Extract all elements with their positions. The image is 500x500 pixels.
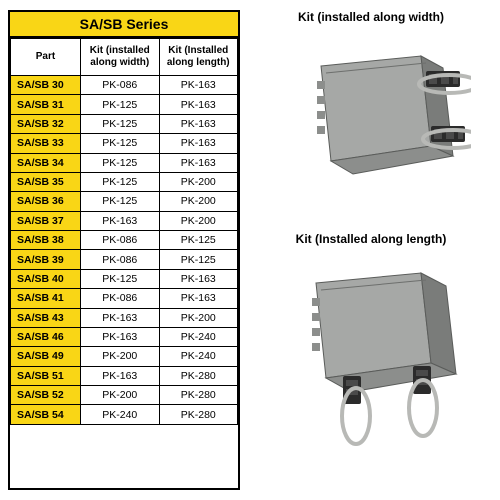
table-row: SA/SB 32PK-125PK-163 [11, 114, 238, 133]
width-kit-cell: PK-163 [81, 366, 160, 385]
length-kit-cell: PK-240 [159, 347, 238, 366]
length-kit-cell: PK-280 [159, 386, 238, 405]
table-row: SA/SB 39PK-086PK-125 [11, 250, 238, 269]
illustration-column: Kit (installed along width) [250, 10, 492, 490]
part-cell: SA/SB 35 [11, 172, 81, 191]
width-kit-cell: PK-086 [81, 289, 160, 308]
width-kit-illustration [250, 26, 492, 226]
length-kit-cell: PK-200 [159, 172, 238, 191]
col-length-kit: Kit (Installed along length) [159, 39, 238, 76]
width-kit-label: Kit (installed along width) [250, 10, 492, 24]
part-cell: SA/SB 31 [11, 95, 81, 114]
table-row: SA/SB 51PK-163PK-280 [11, 366, 238, 385]
width-kit-cell: PK-163 [81, 327, 160, 346]
width-kit-section: Kit (installed along width) [250, 10, 492, 226]
kit-table: Part Kit (installed along width) Kit (In… [10, 38, 238, 425]
part-cell: SA/SB 37 [11, 211, 81, 230]
length-kit-cell: PK-200 [159, 192, 238, 211]
table-row: SA/SB 34PK-125PK-163 [11, 153, 238, 172]
length-kit-cell: PK-125 [159, 231, 238, 250]
length-kit-cell: PK-163 [159, 269, 238, 288]
table-row: SA/SB 41PK-086PK-163 [11, 289, 238, 308]
table-row: SA/SB 46PK-163PK-240 [11, 327, 238, 346]
width-kit-cell: PK-086 [81, 76, 160, 95]
series-table-container: SA/SB Series Part Kit (installed along w… [8, 10, 240, 490]
part-cell: SA/SB 52 [11, 386, 81, 405]
width-kit-cell: PK-240 [81, 405, 160, 424]
width-kit-cell: PK-125 [81, 172, 160, 191]
part-cell: SA/SB 30 [11, 76, 81, 95]
part-cell: SA/SB 49 [11, 347, 81, 366]
length-kit-cell: PK-163 [159, 114, 238, 133]
length-kit-cell: PK-163 [159, 95, 238, 114]
part-cell: SA/SB 40 [11, 269, 81, 288]
series-title: SA/SB Series [10, 12, 238, 38]
part-cell: SA/SB 36 [11, 192, 81, 211]
length-kit-cell: PK-200 [159, 211, 238, 230]
part-cell: SA/SB 41 [11, 289, 81, 308]
width-kit-cell: PK-125 [81, 134, 160, 153]
length-kit-cell: PK-280 [159, 405, 238, 424]
part-cell: SA/SB 33 [11, 134, 81, 153]
length-kit-section: Kit (Installed along length) [250, 232, 492, 448]
table-row: SA/SB 36PK-125PK-200 [11, 192, 238, 211]
col-part: Part [11, 39, 81, 76]
part-cell: SA/SB 43 [11, 308, 81, 327]
part-cell: SA/SB 32 [11, 114, 81, 133]
part-cell: SA/SB 54 [11, 405, 81, 424]
table-row: SA/SB 37PK-163PK-200 [11, 211, 238, 230]
width-kit-cell: PK-086 [81, 250, 160, 269]
length-kit-cell: PK-163 [159, 76, 238, 95]
length-kit-cell: PK-163 [159, 153, 238, 172]
part-cell: SA/SB 38 [11, 231, 81, 250]
table-row: SA/SB 35PK-125PK-200 [11, 172, 238, 191]
width-kit-cell: PK-086 [81, 231, 160, 250]
length-kit-cell: PK-163 [159, 289, 238, 308]
part-cell: SA/SB 34 [11, 153, 81, 172]
width-kit-cell: PK-125 [81, 153, 160, 172]
table-row: SA/SB 54PK-240PK-280 [11, 405, 238, 424]
width-kit-cell: PK-200 [81, 386, 160, 405]
length-kit-cell: PK-125 [159, 250, 238, 269]
table-row: SA/SB 38PK-086PK-125 [11, 231, 238, 250]
length-kit-cell: PK-240 [159, 327, 238, 346]
col-width-kit: Kit (installed along width) [81, 39, 160, 76]
length-kit-illustration [250, 248, 492, 448]
length-kit-cell: PK-200 [159, 308, 238, 327]
enclosure-width-icon [271, 26, 471, 226]
width-kit-cell: PK-125 [81, 114, 160, 133]
part-cell: SA/SB 51 [11, 366, 81, 385]
table-row: SA/SB 43PK-163PK-200 [11, 308, 238, 327]
width-kit-cell: PK-163 [81, 211, 160, 230]
table-row: SA/SB 30PK-086PK-163 [11, 76, 238, 95]
length-kit-cell: PK-280 [159, 366, 238, 385]
part-cell: SA/SB 46 [11, 327, 81, 346]
length-kit-cell: PK-163 [159, 134, 238, 153]
length-kit-label: Kit (Installed along length) [250, 232, 492, 246]
enclosure-length-icon [271, 248, 471, 448]
table-row: SA/SB 52PK-200PK-280 [11, 386, 238, 405]
table-row: SA/SB 33PK-125PK-163 [11, 134, 238, 153]
table-row: SA/SB 49PK-200PK-240 [11, 347, 238, 366]
width-kit-cell: PK-125 [81, 95, 160, 114]
table-row: SA/SB 40PK-125PK-163 [11, 269, 238, 288]
width-kit-cell: PK-125 [81, 192, 160, 211]
width-kit-cell: PK-125 [81, 269, 160, 288]
width-kit-cell: PK-200 [81, 347, 160, 366]
part-cell: SA/SB 39 [11, 250, 81, 269]
table-row: SA/SB 31PK-125PK-163 [11, 95, 238, 114]
width-kit-cell: PK-163 [81, 308, 160, 327]
